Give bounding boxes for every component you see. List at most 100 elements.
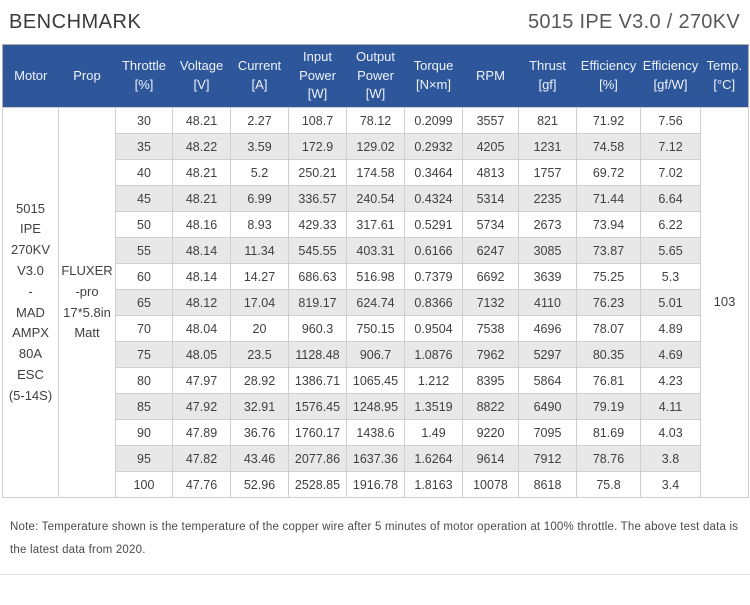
data-cell: 108.7 <box>288 107 347 134</box>
data-cell: 71.44 <box>576 185 641 212</box>
data-cell: 14.27 <box>230 263 289 290</box>
column-header-0: Motor <box>2 44 59 108</box>
data-cell: 48.05 <box>172 341 231 368</box>
data-cell: 69.72 <box>576 159 641 186</box>
data-cell: 71.92 <box>576 107 641 134</box>
data-cell: 76.23 <box>576 289 641 316</box>
data-cell: 50 <box>115 211 173 238</box>
data-cell: 0.2932 <box>404 133 463 160</box>
data-cell: 6.22 <box>640 211 701 238</box>
data-cell: 48.16 <box>172 211 231 238</box>
data-cell: 43.46 <box>230 445 289 472</box>
table-row: 40 48.21 5.2 250.21 174.58 0.3464 4813 1757 69.7… <box>3 159 749 186</box>
data-cell: 73.87 <box>576 237 641 264</box>
data-cell: 17.04 <box>230 289 289 316</box>
product-title: 5015 IPE V3.0 / 270KV <box>527 11 740 33</box>
page-title: BENCHMARK <box>9 11 142 33</box>
column-header-2: Throttle [%] <box>115 44 173 108</box>
temp-cell: 103 <box>700 107 749 498</box>
data-cell: 1438.6 <box>346 419 405 446</box>
data-cell: 7095 <box>518 419 577 446</box>
data-cell: 750.15 <box>346 315 405 342</box>
data-cell: 65 <box>115 289 173 316</box>
data-cell: 172.9 <box>288 133 347 160</box>
column-header-3: Voltage [V] <box>172 44 231 108</box>
data-cell: 4.03 <box>640 419 701 446</box>
data-cell: 3085 <box>518 237 577 264</box>
table-container: Motor Prop Throttle [%] Voltage [V] Current … <box>0 44 750 498</box>
data-cell: 36.76 <box>230 419 289 446</box>
data-cell: 1757 <box>518 159 577 186</box>
data-cell: 1.8163 <box>404 471 463 498</box>
data-cell: 5.2 <box>230 159 289 186</box>
data-cell: 11.34 <box>230 237 289 264</box>
data-cell: 9614 <box>462 445 519 472</box>
data-cell: 1760.17 <box>288 419 347 446</box>
data-cell: 48.04 <box>172 315 231 342</box>
table-row: 75 48.05 23.5 1128.48 906.7 1.0876 7962 5297 80.… <box>3 341 749 368</box>
benchmark-table: Motor Prop Throttle [%] Voltage [V] Current … <box>2 44 749 498</box>
data-cell: 516.98 <box>346 263 405 290</box>
data-cell: 819.17 <box>288 289 347 316</box>
prop-cell: FLUXER -pro 17*5.8in Matt <box>58 107 116 498</box>
data-cell: 240.54 <box>346 185 405 212</box>
data-cell: 100 <box>115 471 173 498</box>
data-cell: 1231 <box>518 133 577 160</box>
column-header-6: Output Power [W] <box>346 44 405 108</box>
data-cell: 81.69 <box>576 419 641 446</box>
data-cell: 545.55 <box>288 237 347 264</box>
data-cell: 0.8366 <box>404 289 463 316</box>
data-cell: 6692 <box>462 263 519 290</box>
data-cell: 0.6166 <box>404 237 463 264</box>
data-cell: 30 <box>115 107 173 134</box>
data-cell: 76.81 <box>576 367 641 394</box>
table-row: 80 47.97 28.92 1386.71 1065.45 1.212 8395 5864 7… <box>3 367 749 394</box>
data-cell: 6.99 <box>230 185 289 212</box>
data-cell: 6.64 <box>640 185 701 212</box>
data-cell: 35 <box>115 133 173 160</box>
data-cell: 5297 <box>518 341 577 368</box>
data-cell: 5.01 <box>640 289 701 316</box>
data-cell: 403.31 <box>346 237 405 264</box>
data-cell: 174.58 <box>346 159 405 186</box>
data-cell: 8618 <box>518 471 577 498</box>
data-cell: 10078 <box>462 471 519 498</box>
data-cell: 47.89 <box>172 419 231 446</box>
data-cell: 1576.45 <box>288 393 347 420</box>
data-cell: 7538 <box>462 315 519 342</box>
data-cell: 48.22 <box>172 133 231 160</box>
data-cell: 48.14 <box>172 237 231 264</box>
column-header-4: Current [A] <box>230 44 289 108</box>
data-cell: 1.49 <box>404 419 463 446</box>
data-cell: 906.7 <box>346 341 405 368</box>
data-cell: 3557 <box>462 107 519 134</box>
data-cell: 80 <box>115 367 173 394</box>
data-cell: 4.23 <box>640 367 701 394</box>
table-row: 95 47.82 43.46 2077.86 1637.36 1.6264 9614 7912… <box>3 445 749 472</box>
data-cell: 80.35 <box>576 341 641 368</box>
data-cell: 336.57 <box>288 185 347 212</box>
data-cell: 3639 <box>518 263 577 290</box>
data-cell: 74.58 <box>576 133 641 160</box>
data-cell: 47.92 <box>172 393 231 420</box>
table-row: 70 48.04 20 960.3 750.15 0.9504 7538 4696 78.07 4… <box>3 315 749 342</box>
data-cell: 5314 <box>462 185 519 212</box>
data-cell: 6490 <box>518 393 577 420</box>
data-cell: 7132 <box>462 289 519 316</box>
data-cell: 4.11 <box>640 393 701 420</box>
data-cell: 85 <box>115 393 173 420</box>
data-cell: 2077.86 <box>288 445 347 472</box>
data-cell: 0.4324 <box>404 185 463 212</box>
data-cell: 1386.71 <box>288 367 347 394</box>
data-cell: 1916.78 <box>346 471 405 498</box>
column-header-9: Thrust [gf] <box>518 44 577 108</box>
table-row: 65 48.12 17.04 819.17 624.74 0.8366 7132 4110 76… <box>3 289 749 316</box>
data-cell: 23.5 <box>230 341 289 368</box>
data-cell: 75 <box>115 341 173 368</box>
data-cell: 28.92 <box>230 367 289 394</box>
data-cell: 60 <box>115 263 173 290</box>
data-cell: 4696 <box>518 315 577 342</box>
data-cell: 73.94 <box>576 211 641 238</box>
data-cell: 429.33 <box>288 211 347 238</box>
table-header-row: Motor Prop Throttle [%] Voltage [V] Current … <box>2 44 749 108</box>
